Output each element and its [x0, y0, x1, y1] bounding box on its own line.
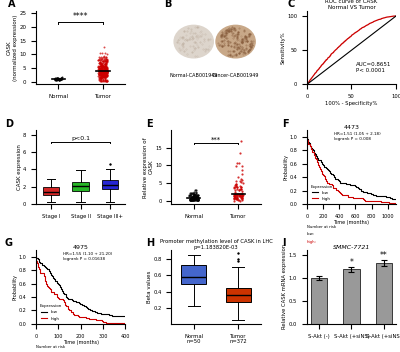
Point [188, 198, 195, 203]
Point [52, 76, 58, 82]
Point [238, 193, 245, 198]
Point [99, 63, 106, 69]
Point [99, 64, 106, 69]
Point [102, 67, 109, 72]
Point [97, 68, 104, 74]
Point [233, 181, 239, 187]
Point [103, 78, 110, 83]
Text: I: I [282, 238, 286, 248]
Point [96, 68, 103, 73]
Point [192, 188, 198, 193]
Point [99, 62, 105, 68]
Point [102, 67, 108, 73]
Point [100, 71, 106, 77]
Point [98, 71, 104, 76]
Point [53, 76, 60, 81]
Point [194, 195, 200, 201]
Point [97, 63, 104, 68]
Point [101, 69, 107, 74]
Point [98, 61, 104, 66]
Point [100, 74, 106, 79]
Point [100, 66, 107, 71]
Point [102, 78, 109, 84]
Point [95, 63, 102, 69]
Point [238, 194, 245, 200]
Point [52, 76, 59, 82]
Point [98, 67, 105, 73]
Point [102, 63, 108, 69]
Point [99, 73, 106, 78]
Point [98, 55, 104, 60]
Point [103, 62, 110, 68]
Point [190, 194, 196, 200]
Point [193, 187, 200, 193]
Point [190, 193, 197, 198]
Point [98, 75, 104, 81]
Point [96, 63, 102, 69]
Point [194, 194, 200, 200]
Point [98, 76, 104, 82]
Point [103, 73, 109, 78]
Point [97, 68, 103, 74]
Point [188, 197, 194, 203]
Point [102, 69, 108, 75]
Point [102, 69, 109, 75]
Point [97, 63, 104, 69]
Title: ROC curve of CASK
Normal VS Tumor: ROC curve of CASK Normal VS Tumor [325, 0, 378, 10]
Point [190, 197, 197, 203]
Point [55, 76, 62, 82]
Point [98, 61, 104, 67]
Point [104, 77, 110, 83]
Point [101, 54, 108, 59]
Point [190, 194, 196, 200]
Point [95, 76, 102, 82]
Point [233, 196, 240, 202]
Point [99, 69, 105, 74]
Point [52, 76, 58, 82]
Point [96, 50, 103, 55]
Point [102, 70, 109, 76]
X-axis label: Time (months): Time (months) [62, 340, 98, 345]
Point [95, 60, 102, 65]
Point [98, 71, 104, 77]
Point [96, 65, 102, 71]
Point [97, 64, 104, 69]
Point [95, 64, 102, 69]
Point [98, 75, 104, 81]
Point [97, 63, 104, 69]
Point [194, 193, 200, 199]
Point [103, 67, 110, 73]
Point [55, 76, 62, 82]
Point [192, 194, 198, 200]
Y-axis label: Relative expression of
CASK: Relative expression of CASK [143, 137, 154, 197]
Point [102, 70, 108, 76]
Point [95, 57, 102, 63]
Point [100, 58, 106, 64]
Point [231, 191, 237, 197]
Point [234, 196, 240, 202]
Point [103, 65, 110, 70]
Point [102, 64, 108, 69]
Point [104, 57, 110, 62]
Point [56, 76, 63, 82]
Point [98, 72, 104, 77]
Point [238, 177, 245, 182]
Text: HR=1.55 (1.10 + 21.20)
logrank P = 0.01638: HR=1.55 (1.10 + 21.20) logrank P = 0.016… [63, 252, 112, 261]
Point [234, 192, 240, 197]
Point [104, 74, 110, 79]
Point [238, 192, 244, 197]
Point [237, 150, 244, 156]
Point [104, 72, 110, 77]
Point [103, 67, 109, 73]
X-axis label: 100% - Specificity%: 100% - Specificity% [325, 101, 378, 106]
Point [101, 64, 107, 70]
Point [52, 76, 58, 82]
Point [96, 72, 102, 78]
Point [99, 70, 106, 76]
Title: SMMC-7721: SMMC-7721 [333, 245, 370, 250]
Point [56, 77, 62, 83]
Point [192, 195, 198, 201]
Point [104, 69, 110, 75]
Point [104, 64, 110, 69]
Point [98, 75, 105, 81]
